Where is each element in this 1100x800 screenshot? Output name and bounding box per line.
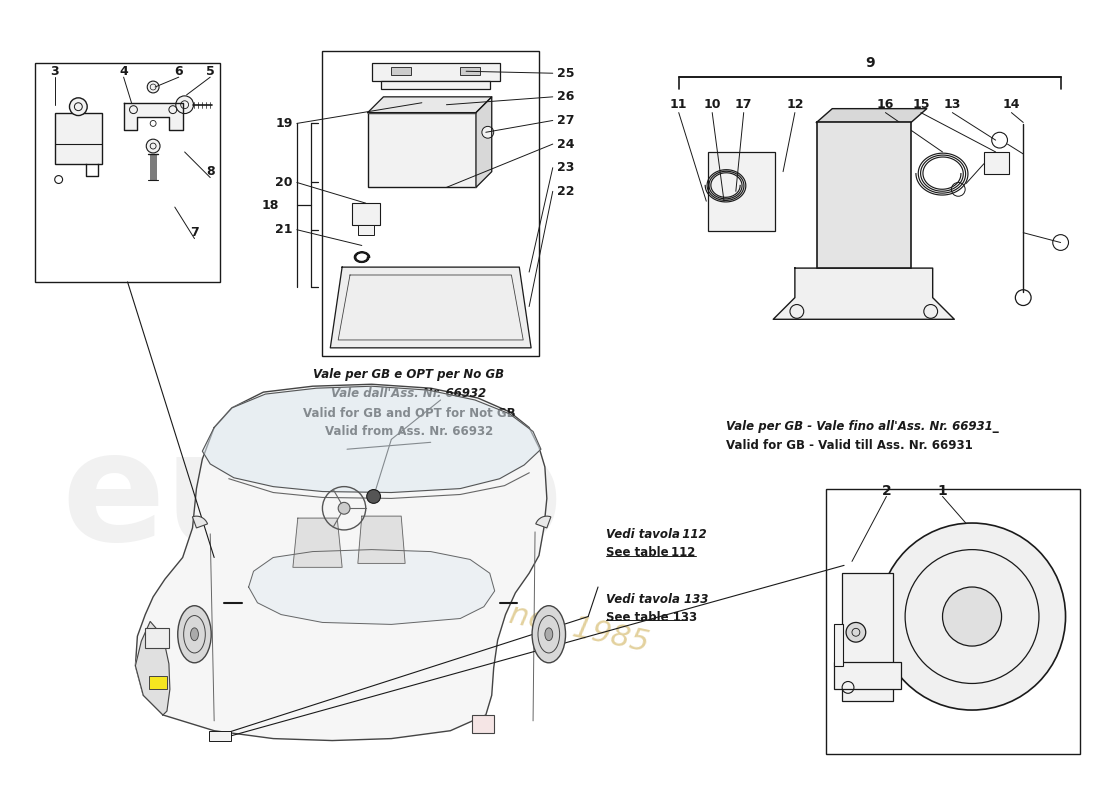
Text: 2: 2 xyxy=(881,483,891,498)
Text: 7: 7 xyxy=(190,226,199,239)
Circle shape xyxy=(482,126,494,138)
Bar xyxy=(392,67,411,75)
Text: a passion for cars since 1985: a passion for cars since 1985 xyxy=(209,536,652,658)
Text: 8: 8 xyxy=(206,165,214,178)
Polygon shape xyxy=(1013,562,1043,595)
Bar xyxy=(708,152,775,230)
Text: Vale per GB e OPT per No GB: Vale per GB e OPT per No GB xyxy=(314,367,505,381)
Polygon shape xyxy=(367,97,492,113)
Ellipse shape xyxy=(532,606,565,662)
Text: 14: 14 xyxy=(1003,98,1020,111)
Wedge shape xyxy=(192,516,208,528)
Bar xyxy=(55,113,102,164)
Text: 22: 22 xyxy=(557,185,574,198)
Text: 23: 23 xyxy=(557,162,574,174)
Text: 13: 13 xyxy=(944,98,961,111)
Bar xyxy=(358,225,374,234)
Circle shape xyxy=(146,139,160,153)
Bar xyxy=(367,113,476,187)
Bar xyxy=(826,489,1080,754)
Polygon shape xyxy=(249,550,495,625)
Text: eurob: eurob xyxy=(62,424,563,573)
Text: 26: 26 xyxy=(557,90,574,103)
Circle shape xyxy=(879,523,1066,710)
Ellipse shape xyxy=(190,628,198,641)
Text: Valid from Ass. Nr. 66932: Valid from Ass. Nr. 66932 xyxy=(324,425,493,438)
Bar xyxy=(322,50,539,356)
Text: 21: 21 xyxy=(275,223,293,236)
Text: Valid for GB - Valid till Ass. Nr. 66931: Valid for GB - Valid till Ass. Nr. 66931 xyxy=(726,439,972,452)
Circle shape xyxy=(366,490,381,503)
Polygon shape xyxy=(773,268,955,319)
Text: 9: 9 xyxy=(865,56,874,70)
Bar xyxy=(35,63,220,282)
Wedge shape xyxy=(536,516,551,528)
Text: 10: 10 xyxy=(704,98,720,111)
Text: Vedi tavola 133: Vedi tavola 133 xyxy=(606,593,708,606)
Ellipse shape xyxy=(544,628,553,641)
Polygon shape xyxy=(816,109,927,122)
Circle shape xyxy=(846,622,866,642)
Bar xyxy=(382,81,490,89)
Text: 12: 12 xyxy=(786,98,804,111)
Text: Vale per GB - Vale fino all'Ass. Nr. 66931_: Vale per GB - Vale fino all'Ass. Nr. 669… xyxy=(726,420,999,433)
Bar xyxy=(843,574,893,701)
Text: Vedi tavola 112: Vedi tavola 112 xyxy=(606,528,706,541)
Bar xyxy=(352,203,379,225)
Polygon shape xyxy=(123,102,183,130)
Bar xyxy=(145,628,169,648)
Bar xyxy=(209,730,231,741)
Text: 18: 18 xyxy=(262,198,279,212)
Polygon shape xyxy=(293,518,342,567)
Text: 27: 27 xyxy=(557,114,574,127)
Circle shape xyxy=(69,98,87,115)
Text: Valid for GB and OPT for Not GB: Valid for GB and OPT for Not GB xyxy=(302,407,516,420)
Text: 6: 6 xyxy=(175,65,183,78)
Bar xyxy=(816,122,911,268)
Bar xyxy=(983,152,1010,174)
Text: 17: 17 xyxy=(735,98,752,111)
Text: 16: 16 xyxy=(877,98,894,111)
Text: See table 133: See table 133 xyxy=(606,610,697,624)
Bar xyxy=(460,67,480,75)
Text: 20: 20 xyxy=(275,176,293,189)
Text: 4: 4 xyxy=(119,65,128,78)
Polygon shape xyxy=(330,267,531,348)
Polygon shape xyxy=(135,384,547,741)
Polygon shape xyxy=(135,622,169,715)
Text: 24: 24 xyxy=(557,138,574,150)
Polygon shape xyxy=(358,516,405,563)
Bar xyxy=(472,715,494,733)
Bar xyxy=(372,63,499,81)
Text: Vale dall'Ass. Nr. 66932: Vale dall'Ass. Nr. 66932 xyxy=(331,387,486,400)
Text: 19: 19 xyxy=(275,117,293,130)
Ellipse shape xyxy=(178,606,211,662)
Text: 5: 5 xyxy=(206,65,214,78)
Text: 1: 1 xyxy=(937,483,947,498)
Circle shape xyxy=(338,502,350,514)
Bar xyxy=(834,662,901,690)
Bar xyxy=(150,675,167,690)
Bar xyxy=(834,625,843,666)
Circle shape xyxy=(943,587,1002,646)
Text: 11: 11 xyxy=(670,98,688,111)
Text: 25: 25 xyxy=(557,66,574,80)
Circle shape xyxy=(147,81,160,93)
Polygon shape xyxy=(202,386,541,493)
Text: 3: 3 xyxy=(51,65,59,78)
Text: See table 112: See table 112 xyxy=(606,546,695,558)
Polygon shape xyxy=(476,97,492,187)
Text: 15: 15 xyxy=(912,98,930,111)
Circle shape xyxy=(176,96,194,114)
